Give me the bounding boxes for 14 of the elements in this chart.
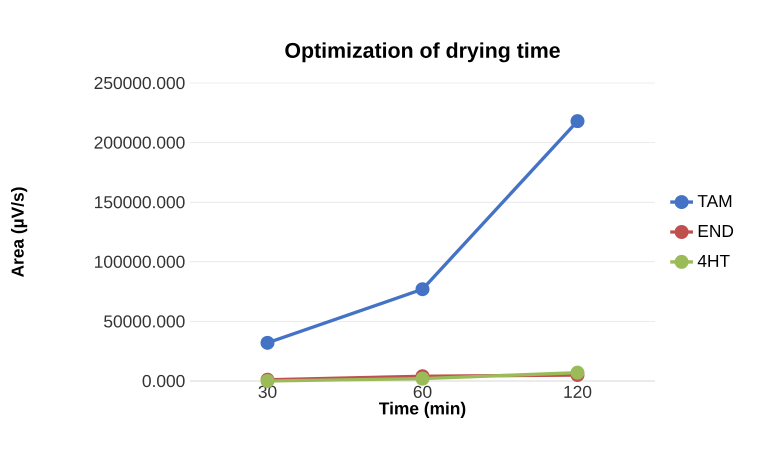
y-tick-label: 50000.000 <box>104 315 185 328</box>
y-tick-label: 0.000 <box>142 374 185 388</box>
x-tick-label: 120 <box>564 386 592 398</box>
y-axis-title: Area (µV/s) <box>11 187 28 278</box>
y-tick-label: 150000.000 <box>95 196 185 208</box>
y-tick-label: 250000.000 <box>94 76 185 90</box>
y-tick-label: 200000.000 <box>94 136 185 149</box>
legend-label: TAM <box>698 195 732 208</box>
legend-label: 4HT <box>698 254 730 267</box>
legend-label: END <box>698 225 734 237</box>
y-tick-label: 100000.000 <box>95 256 185 268</box>
chart-title: Optimization of drying time <box>285 42 560 62</box>
x-axis-title: Time (min) <box>379 402 466 418</box>
x-tick-label: 60 <box>414 386 432 398</box>
